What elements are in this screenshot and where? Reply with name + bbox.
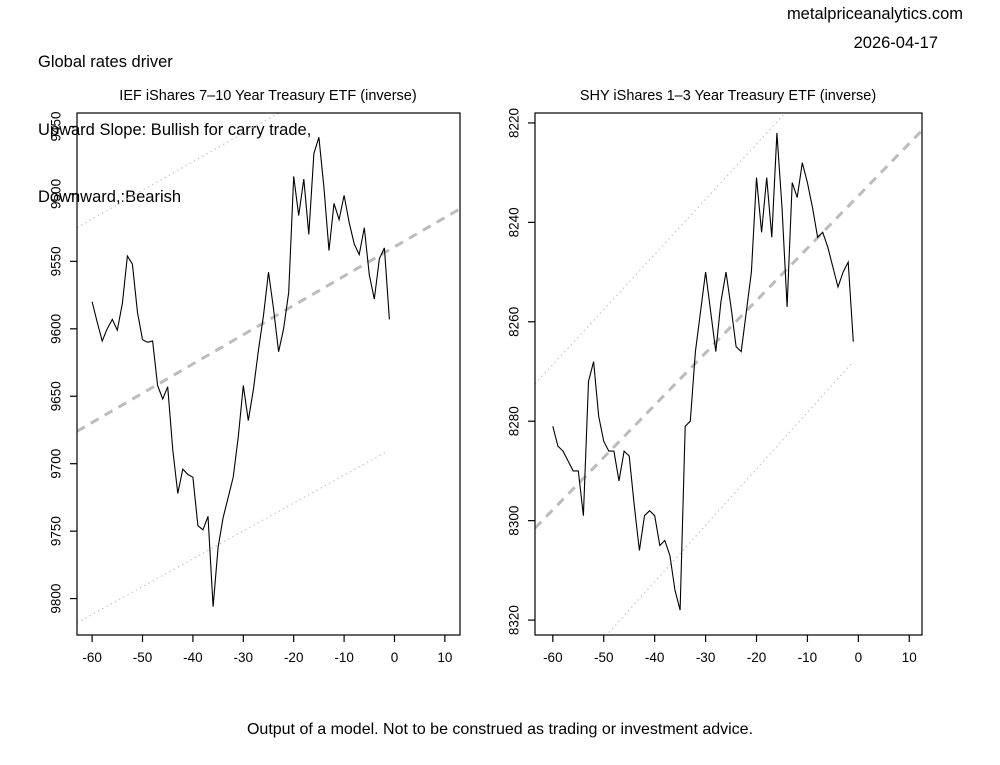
x-tick-label: -50	[594, 650, 614, 665]
lower-band-line	[77, 450, 388, 624]
shy-chart: -60 -50 -40 -30 -20 -10 0 10 8220 8240 8260 8280 830…	[507, 108, 923, 665]
header-line-2: Upward Slope: Bullish for carry trade,	[38, 120, 312, 139]
header-line-1: Global rates driver	[38, 53, 173, 71]
y-tick-label: 8240	[507, 207, 522, 237]
y-tick-label: 9700	[49, 449, 64, 479]
header-line-3: Downward,:Bearish	[38, 188, 182, 206]
shy-chart-title: SHY iShares 1–3 Year Treasury ETF (inver…	[579, 88, 877, 104]
x-tick-label: -30	[234, 650, 254, 665]
site-watermark: metalpriceanalytics.com	[786, 5, 963, 23]
plot-border	[76, 112, 461, 636]
x-tick-label: -10	[798, 650, 818, 665]
x-tick-label: -20	[747, 650, 767, 665]
shy-series-line	[552, 132, 854, 611]
y-tick-label: 8280	[507, 406, 522, 436]
x-tick-label: -40	[183, 650, 203, 665]
upper-band-line	[77, 113, 281, 229]
y-tick-label: 8260	[507, 307, 522, 337]
y-tick-label: 9800	[49, 584, 64, 614]
x-tick-label: -60	[82, 650, 102, 665]
y-tick-label: 9500	[49, 179, 64, 209]
x-tick-label: -20	[284, 650, 304, 665]
x-tick-label: -30	[696, 650, 716, 665]
x-tick-label: -40	[645, 650, 665, 665]
y-tick-label: 9750	[49, 516, 64, 546]
y-tick-label: 8320	[507, 605, 522, 635]
trend-line	[535, 129, 922, 530]
y-tick-label: 9450	[49, 111, 64, 141]
ief-chart: -60 -50 -40 -30 -20 -10 0 10 9450 9500 9550 9600 965…	[49, 111, 461, 665]
x-tick-label: 10	[902, 650, 917, 665]
report-date: 2026-04-17	[853, 34, 938, 52]
y-tick-label: 9600	[49, 314, 64, 344]
x-tick-label: 0	[855, 650, 863, 665]
x-tick-label: 0	[391, 650, 399, 665]
plot-border	[534, 112, 923, 636]
trend-line	[77, 207, 460, 433]
x-tick-label: -50	[133, 650, 153, 665]
y-tick-label: 9650	[49, 381, 64, 411]
header: Global rates driver Upward Slope: Bullis…	[38, 6, 311, 254]
ief-chart-title: IEF iShares 7–10 Year Treasury ETF (inve…	[119, 88, 417, 104]
disclaimer: Output of a model. Not to be construed a…	[246, 721, 754, 738]
upper-band-line	[535, 113, 787, 385]
y-tick-label: 8300	[507, 506, 522, 536]
y-tick-label: 9550	[49, 246, 64, 276]
x-tick-label: -10	[334, 650, 354, 665]
x-tick-label: 10	[437, 650, 452, 665]
y-tick-label: 8220	[507, 108, 522, 138]
x-tick-label: -60	[543, 650, 563, 665]
ief-series-line	[91, 137, 390, 607]
